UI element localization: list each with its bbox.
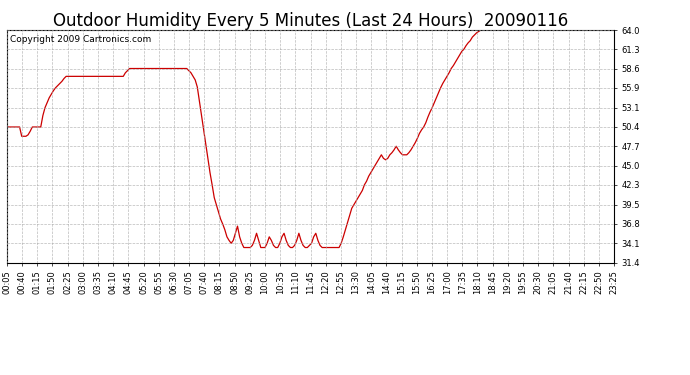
Text: Copyright 2009 Cartronics.com: Copyright 2009 Cartronics.com bbox=[10, 34, 151, 44]
Title: Outdoor Humidity Every 5 Minutes (Last 24 Hours)  20090116: Outdoor Humidity Every 5 Minutes (Last 2… bbox=[53, 12, 568, 30]
